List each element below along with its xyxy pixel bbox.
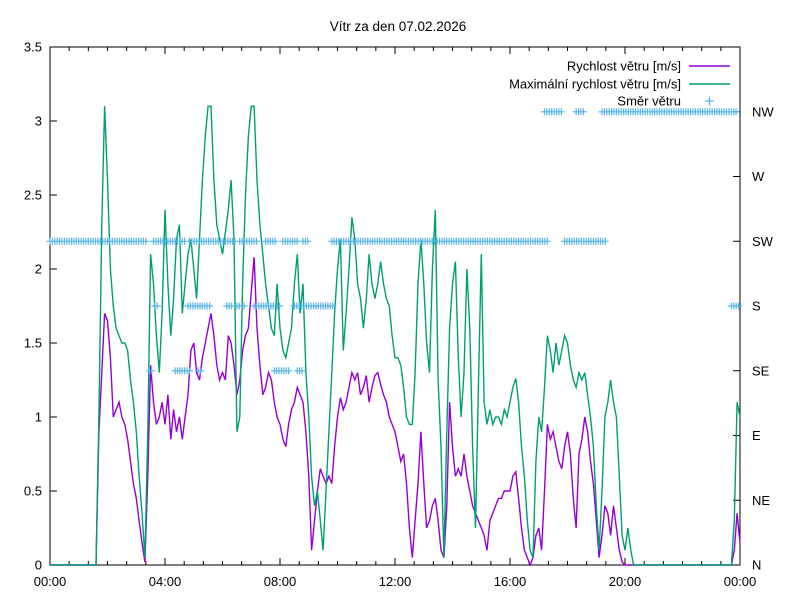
y-right-tick-label: NE <box>752 493 770 508</box>
x-tick-label: 20:00 <box>609 574 642 589</box>
x-tick-label: 00:00 <box>34 574 67 589</box>
chart-title: Vítr za den 07.02.2026 <box>330 19 467 34</box>
y-left-tick-label: 3.5 <box>24 40 42 55</box>
axis-labels: 00:00 04:00 08:00 12:00 16:00 20:00 00:0000.51… <box>24 40 774 590</box>
y-right-tick-label: SE <box>752 363 770 378</box>
speed-line <box>50 257 741 567</box>
y-left-tick-label: 1 <box>35 410 42 425</box>
x-tick-label: 00:00 <box>724 574 757 589</box>
x-tick-label: 04:00 <box>149 574 182 589</box>
y-right-tick-label: SW <box>752 234 774 249</box>
max-speed-line <box>50 105 741 566</box>
y-left-tick-label: 0.5 <box>24 484 42 499</box>
legend-label: Rychlost větru [m/s] <box>567 59 681 74</box>
y-left-tick-label: 0 <box>35 558 42 573</box>
data-series <box>46 105 743 567</box>
legend-label: Maximální rychlost větru [m/s] <box>509 77 681 92</box>
y-right-tick-label: E <box>752 428 761 443</box>
chart-legend: Rychlost větru [m/s] Maximální rychlost v… <box>509 59 730 109</box>
direction-markers <box>46 108 743 375</box>
y-right-tick-label: W <box>752 169 765 184</box>
y-left-tick-label: 2.5 <box>24 188 42 203</box>
y-right-tick-label: NW <box>752 104 774 119</box>
x-tick-label: 12:00 <box>379 574 412 589</box>
x-tick-label: 08:00 <box>264 574 297 589</box>
y-left-tick-label: 2 <box>35 262 42 277</box>
x-tick-label: 16:00 <box>494 574 527 589</box>
y-left-tick-label: 1.5 <box>24 336 42 351</box>
y-left-tick-label: 3 <box>35 114 42 129</box>
y-right-tick-label: S <box>752 299 761 314</box>
legend-label: Směr větru <box>617 94 681 109</box>
legend-plus-marker-sample <box>705 96 714 106</box>
y-right-tick-label: N <box>752 558 761 573</box>
